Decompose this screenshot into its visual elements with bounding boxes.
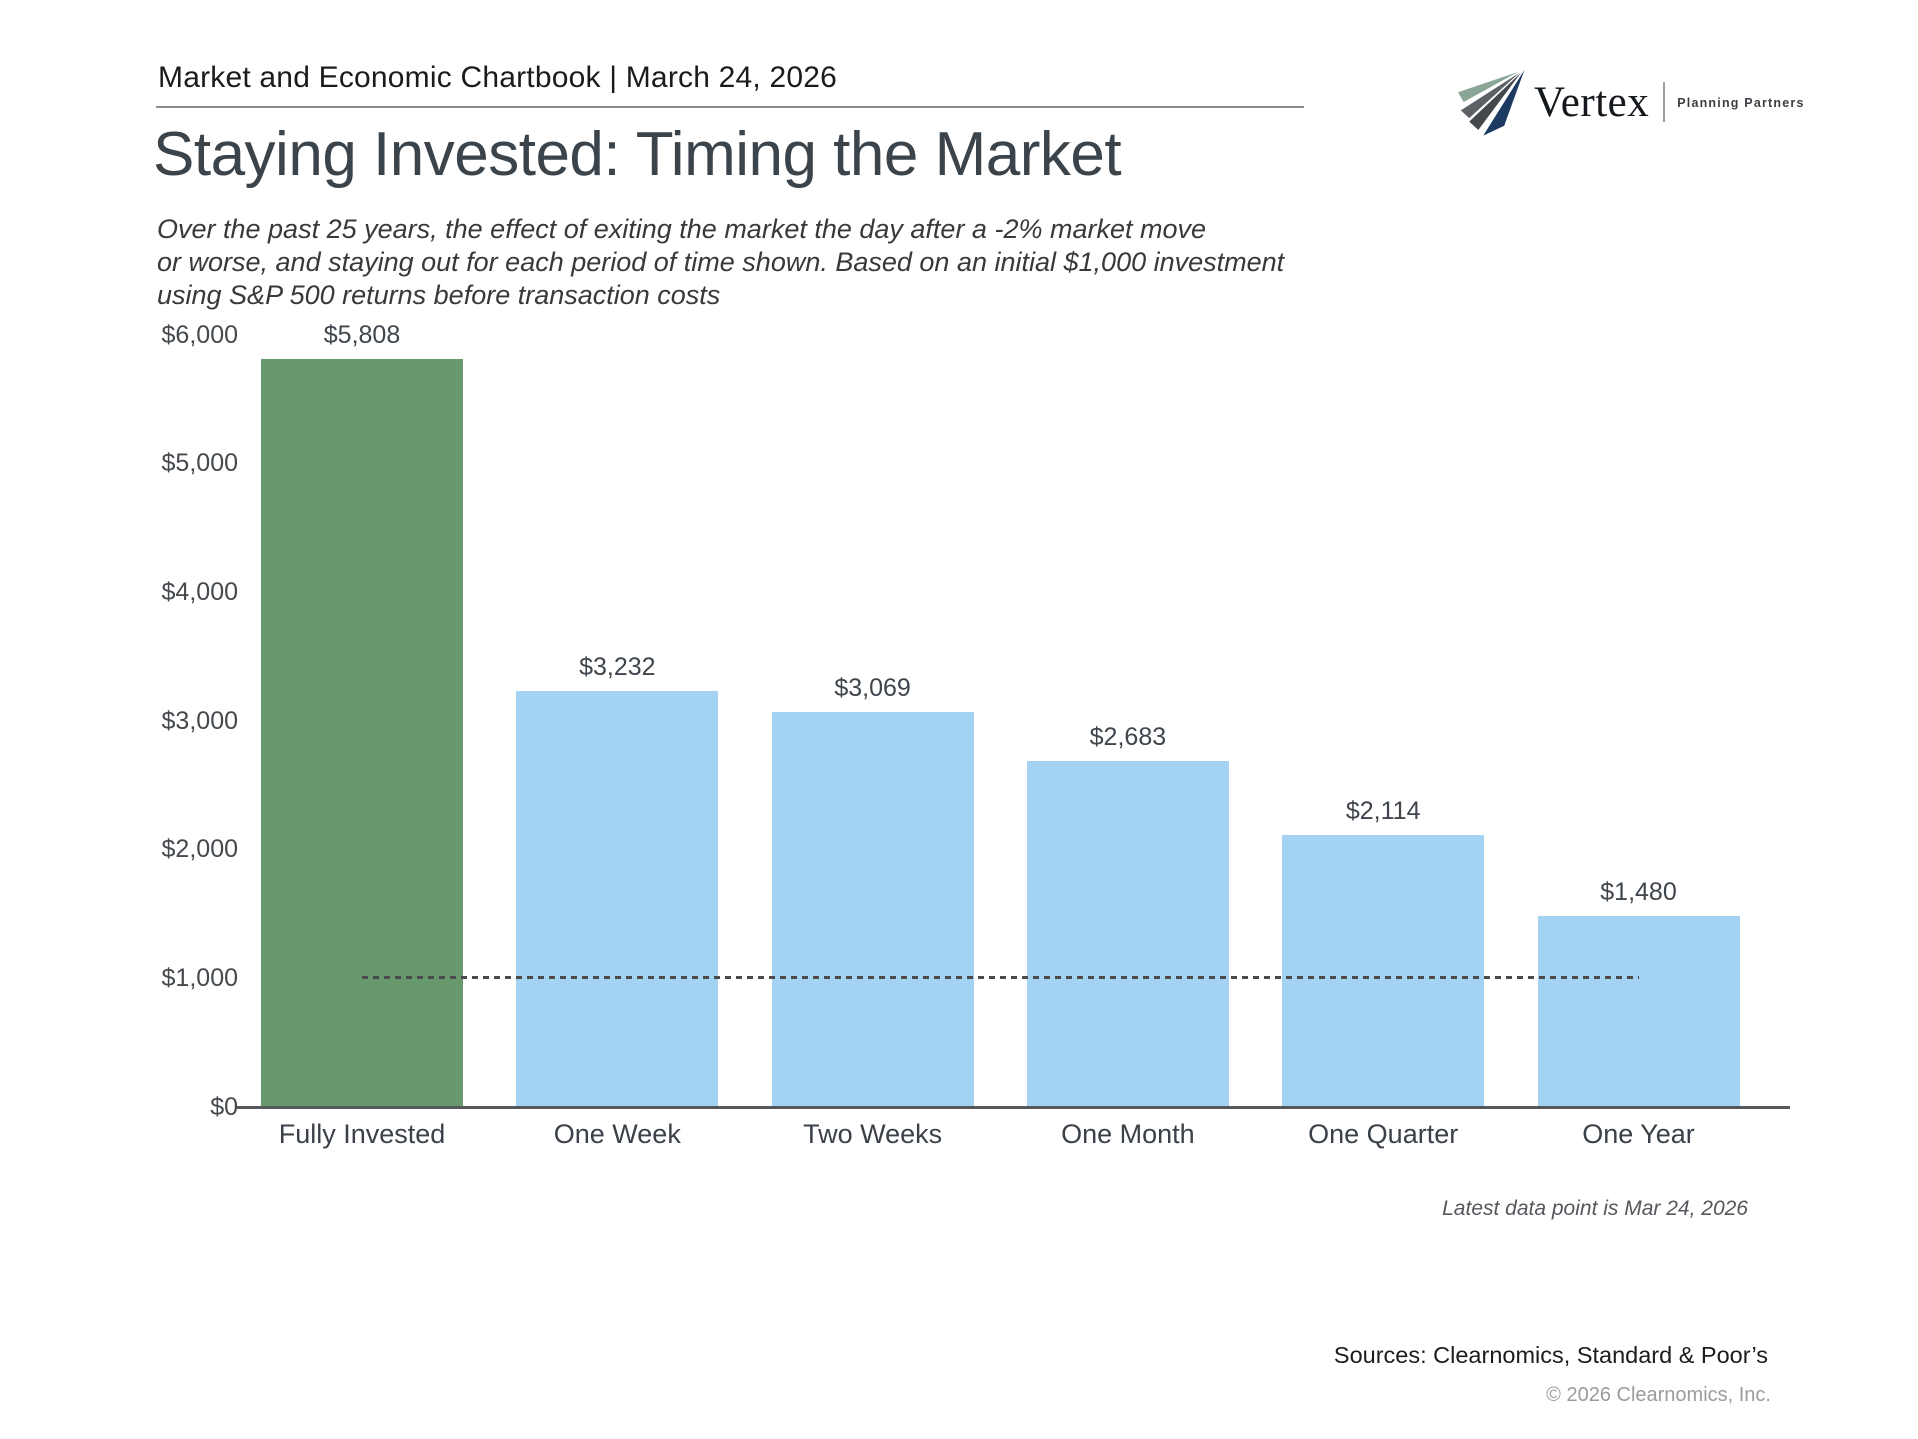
x-axis-category-label: One Month bbox=[1061, 1119, 1195, 1149]
logo-divider bbox=[1663, 82, 1666, 122]
bar-value-label: $3,232 bbox=[579, 652, 656, 681]
bar-one-quarter bbox=[1282, 834, 1485, 1107]
y-axis-tick-label: $3,000 bbox=[161, 706, 238, 735]
y-axis-tick-label: $0 bbox=[210, 1092, 238, 1121]
latest-data-footnote: Latest data point is Mar 24, 2026 bbox=[1442, 1197, 1748, 1220]
chart-subtitle: Over the past 25 years, the effect of ex… bbox=[157, 213, 1284, 312]
x-axis-category-label: One Week bbox=[553, 1119, 681, 1149]
x-axis-category-label: Fully Invested bbox=[278, 1119, 446, 1149]
y-axis-tick-label: $2,000 bbox=[161, 835, 238, 864]
vertex-logo: Vertex Planning Partners bbox=[1458, 62, 1805, 142]
x-axis-category-label: Two Weeks bbox=[803, 1119, 943, 1149]
subtitle-line-1: Over the past 25 years, the effect of ex… bbox=[157, 214, 1207, 244]
y-axis-tick-label: $6,000 bbox=[161, 320, 238, 349]
y-axis-tick-label: $4,000 bbox=[161, 577, 238, 606]
y-axis-tick-label: $1,000 bbox=[161, 963, 238, 992]
y-axis-tick-label: $5,000 bbox=[161, 449, 238, 478]
bar-two-weeks bbox=[771, 711, 974, 1107]
bar-value-label: $1,480 bbox=[1600, 878, 1677, 907]
bar-fully-invested bbox=[261, 359, 463, 1107]
bar-one-week bbox=[516, 690, 719, 1107]
logo-tagline-text: Planning Partners bbox=[1677, 96, 1805, 110]
subtitle-line-2: or worse, and staying out for each perio… bbox=[157, 247, 1285, 277]
x-axis-category-label: One Year bbox=[1582, 1119, 1695, 1149]
x-axis-line bbox=[237, 1105, 1790, 1109]
bar-value-label: $2,683 bbox=[1089, 723, 1167, 752]
report-header: Market and Economic Chartbook | March 24… bbox=[158, 61, 837, 94]
subtitle-line-3: using S&P 500 returns before transaction… bbox=[157, 280, 721, 310]
page-title: Staying Invested: Timing the Market bbox=[153, 120, 1122, 189]
header-divider bbox=[156, 106, 1304, 108]
x-axis-category-label: One Quarter bbox=[1308, 1119, 1459, 1149]
vertex-swoosh-icon bbox=[1458, 69, 1525, 136]
logo-brand-text: Vertex bbox=[1534, 78, 1650, 126]
bar-value-label: $3,069 bbox=[834, 673, 911, 702]
initial-investment-reference-line bbox=[362, 976, 1639, 980]
bar-one-year bbox=[1537, 916, 1740, 1107]
bar-value-label: $5,808 bbox=[323, 321, 401, 350]
copyright-text: © 2026 Clearnomics, Inc. bbox=[1546, 1384, 1771, 1406]
bar-value-label: $2,114 bbox=[1345, 796, 1421, 825]
bar-one-month bbox=[1026, 761, 1229, 1107]
sources-text: Sources: Clearnomics, Standard & Poor’s bbox=[1333, 1342, 1768, 1368]
